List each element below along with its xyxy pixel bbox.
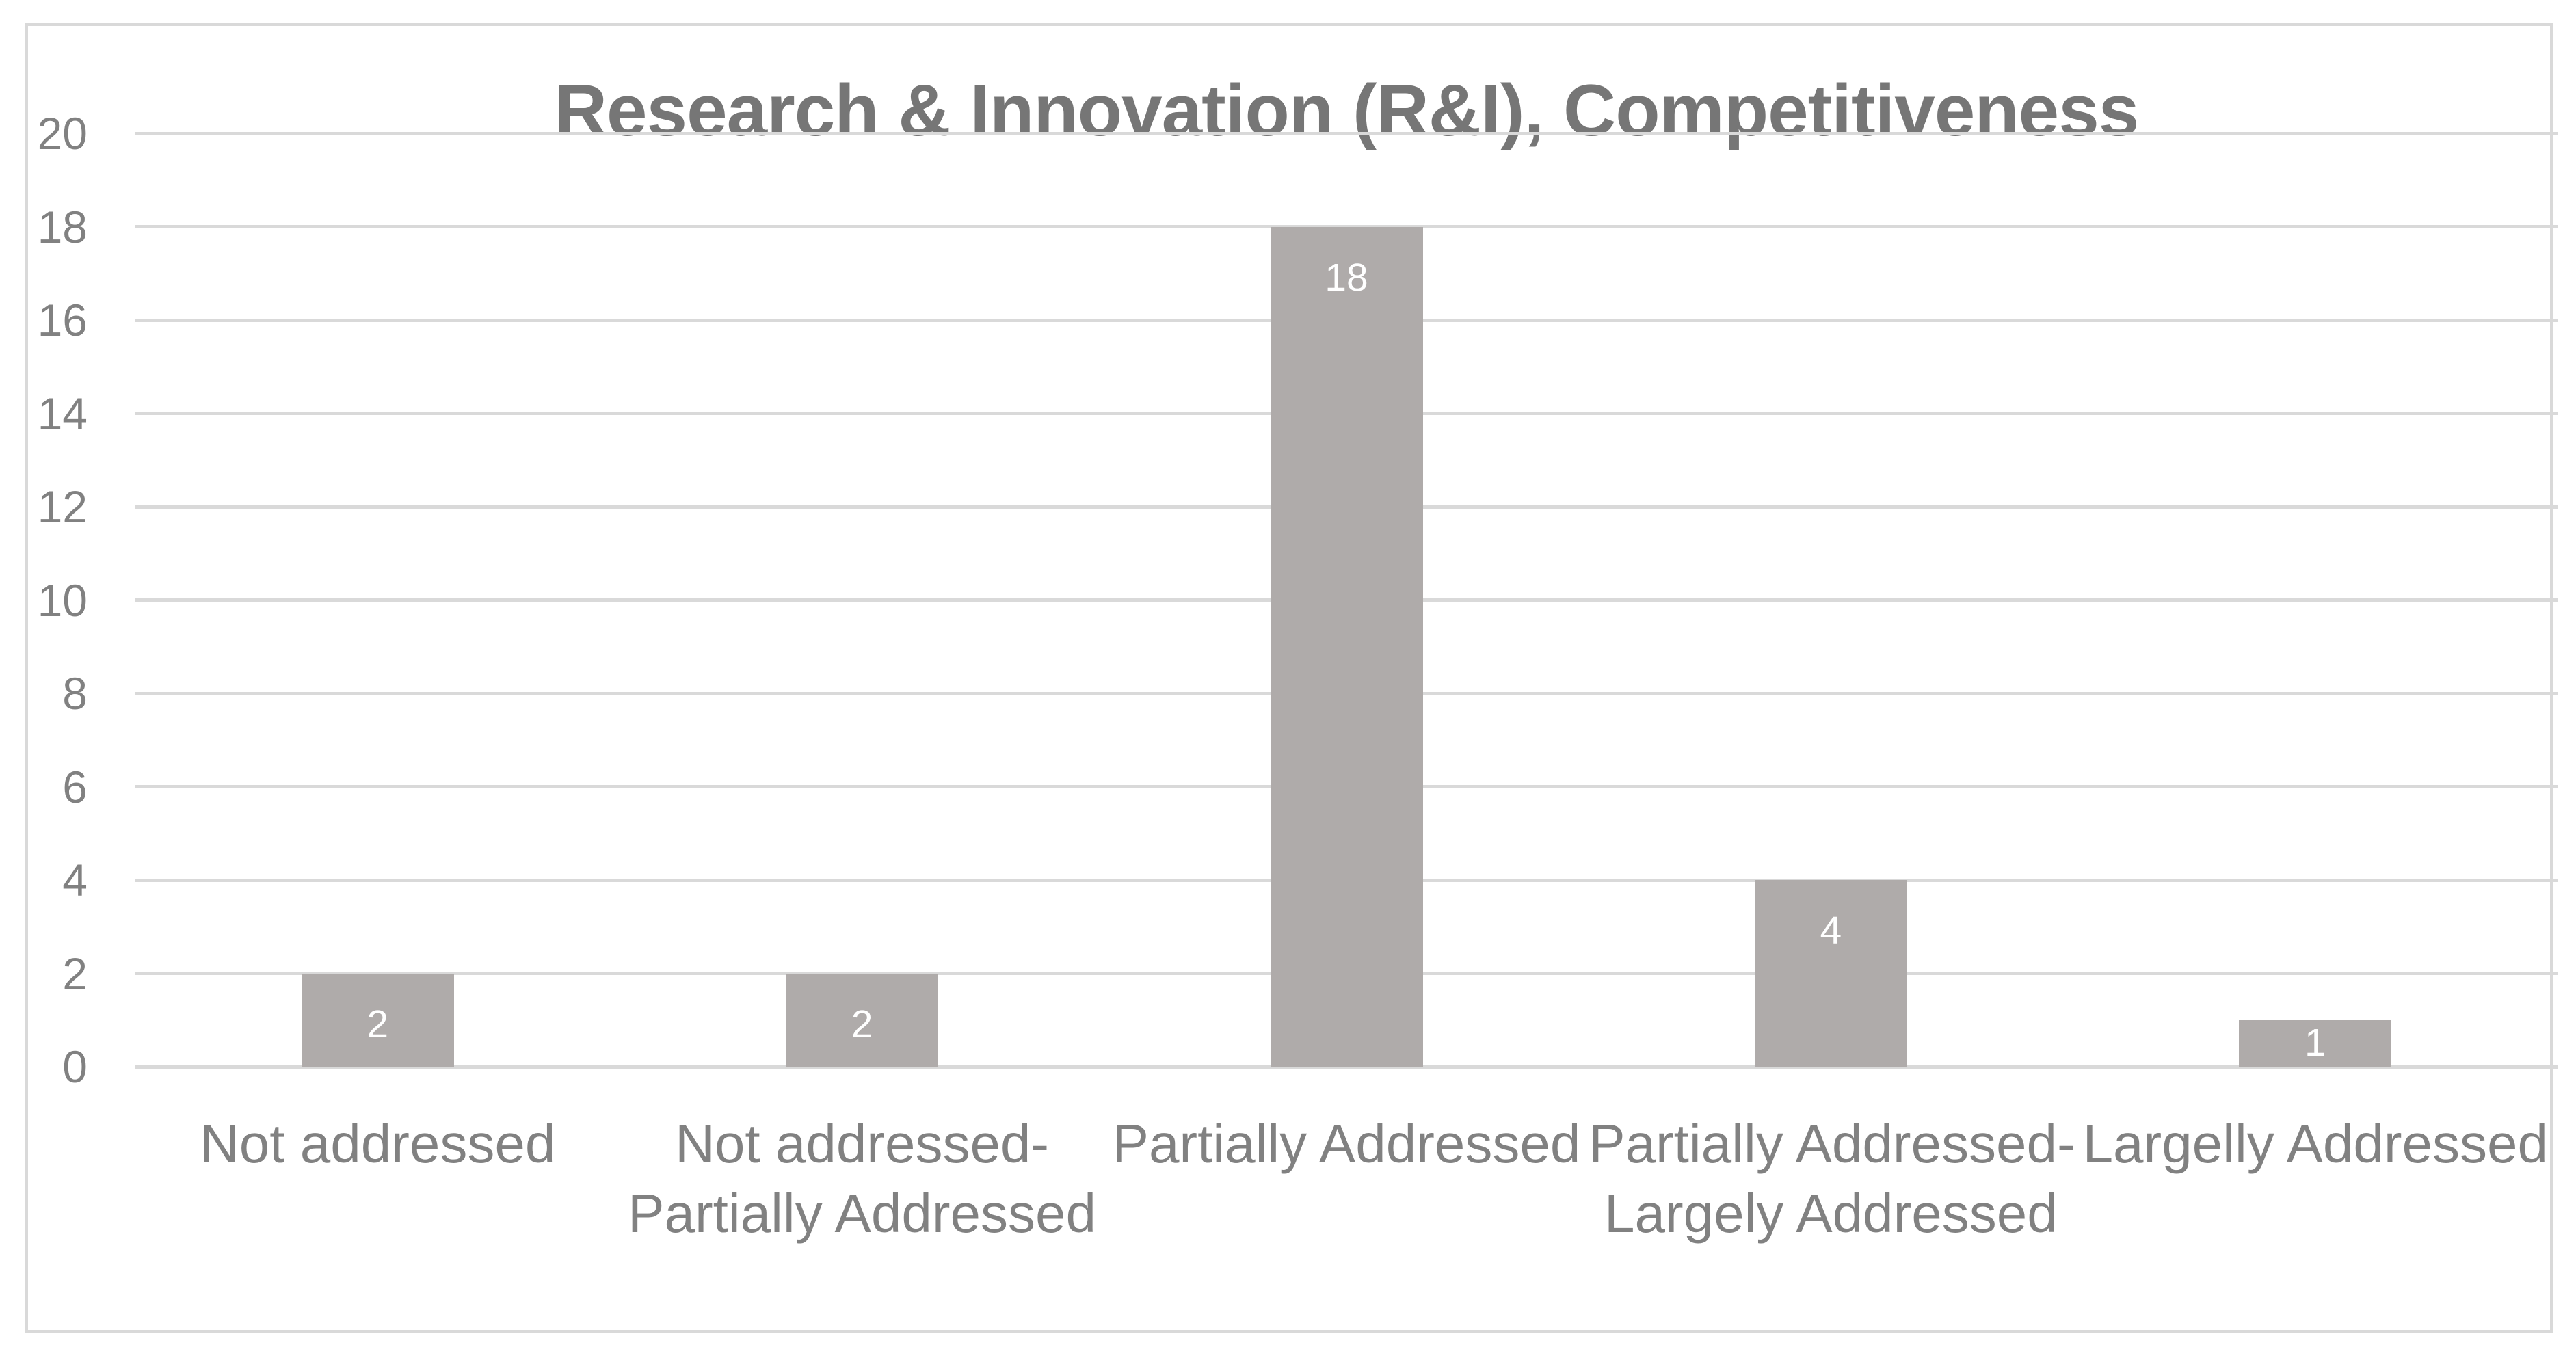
y-tick-label: 14 [37, 388, 88, 439]
y-tick-label: 12 [37, 481, 88, 532]
bar-value-label: 1 [2304, 1021, 2326, 1065]
y-tick-label: 16 [37, 295, 88, 345]
bar: 1 [2239, 1019, 2392, 1067]
y-tick-label: 0 [62, 1041, 88, 1092]
y-tick-label: 18 [37, 201, 88, 252]
bar: 4 [1754, 880, 1907, 1067]
bar-value-label: 18 [1325, 255, 1368, 299]
bar: 2 [786, 973, 939, 1067]
y-tick-label: 2 [62, 948, 88, 999]
x-category-label: Not addressed- Partially Addressed [628, 1113, 1096, 1244]
y-tick-label: 8 [62, 668, 88, 719]
bar-value-label: 4 [1820, 909, 1842, 952]
bar: 2 [301, 973, 454, 1067]
chart-outer-border [25, 23, 2553, 1333]
bar-value-label: 2 [851, 1002, 873, 1046]
bar: 18 [1270, 226, 1423, 1067]
y-tick-label: 20 [37, 108, 88, 159]
y-tick-label: 10 [37, 574, 88, 626]
bar-value-label: 2 [367, 1002, 389, 1046]
y-tick-label: 6 [62, 761, 88, 812]
x-category-label: Not addressed [200, 1113, 556, 1174]
x-category-label: Largelly Addressed [2082, 1113, 2548, 1174]
x-category-label: Partially Addressed- Largely Addressed [1589, 1113, 2075, 1244]
plot-area: 2 2 18 4 1 [135, 131, 2558, 1069]
x-axis-line [135, 1065, 2558, 1069]
gridline [135, 131, 2558, 135]
chart-title: Research & Innovation (R&I), Competitive… [554, 69, 2139, 151]
x-category-label: Partially Addressed [1112, 1113, 1581, 1174]
y-tick-label: 4 [62, 855, 88, 905]
